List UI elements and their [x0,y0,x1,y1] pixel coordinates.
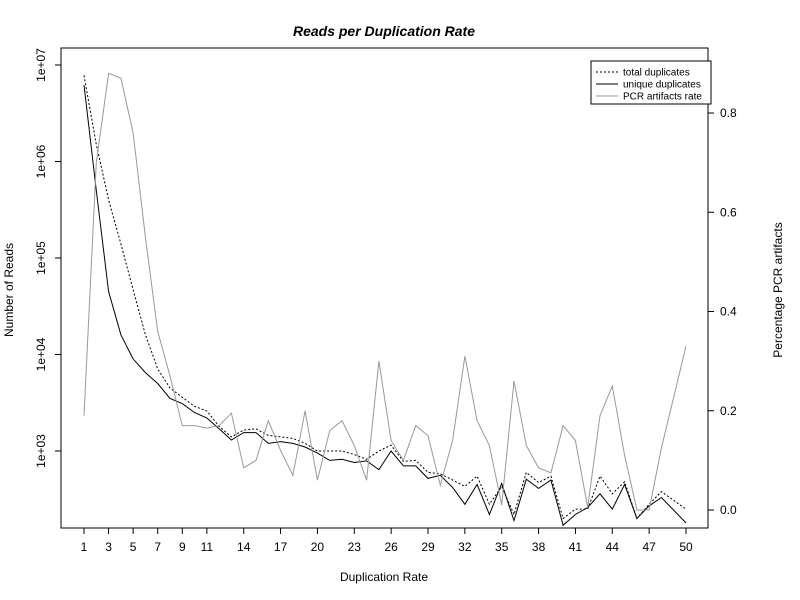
y-axis-title: Number of Reads [2,243,16,337]
legend-label-pcr: PCR artifacts rate [623,92,702,103]
x-tick-label: 14 [237,540,251,554]
series-line-unique-duplicates [83,84,687,527]
x-tick-label: 50 [679,540,693,554]
y-tick-label: 1e+03 [34,434,48,468]
series-layer [83,72,687,527]
y-tick-label: 1e+04 [34,337,48,371]
y2-axis-title: Percentage PCR artifacts [771,222,785,357]
series-line-pcr-artifacts-rate [83,72,687,511]
x-tick-label: 11 [201,540,214,554]
legend: total duplicates unique duplicates PCR a… [590,60,712,105]
legend-box [590,60,712,105]
y2-tick-label: 0.6 [720,205,737,219]
x-tick-label: 17 [274,540,288,554]
y-tick-label: 1e+05 [34,241,48,275]
x-tick-label: 9 [179,540,186,554]
y2-tick-label: 0.8 [720,106,737,120]
series-line-total-duplicates [83,75,687,520]
x-tick-label: 26 [384,540,398,554]
legend-label-unique: unique duplicates [623,80,701,91]
x-tick-label: 44 [606,540,620,554]
y2-tick-label: 0.4 [720,305,737,319]
axes: 1 3 5 7 9 11 14 17 20 23 26 29 32 35 38 41 44 47 501e+031e… [34,48,737,554]
x-tick-label: 1 [81,540,88,554]
y2-tick-label: 0.2 [720,404,737,418]
plot-frame [60,47,709,529]
x-tick-label: 3 [105,540,112,554]
x-axis-title: Duplication Rate [340,570,428,584]
x-tick-label: 41 [569,540,583,554]
x-tick-label: 23 [348,540,362,554]
x-tick-label: 35 [495,540,509,554]
x-tick-label: 32 [458,540,472,554]
x-tick-label: 29 [421,540,435,554]
x-tick-label: 5 [130,540,137,554]
y-tick-label: 1e+06 [34,144,48,178]
x-tick-label: 38 [532,540,546,554]
y2-tick-label: 0.0 [720,503,737,517]
y-tick-label: 1e+07 [34,48,48,82]
x-tick-label: 20 [311,540,325,554]
x-tick-label: 47 [642,540,656,554]
legend-label-total: total duplicates [623,68,690,79]
chart-title: Reads per Duplication Rate [293,23,475,39]
x-tick-label: 7 [154,540,161,554]
